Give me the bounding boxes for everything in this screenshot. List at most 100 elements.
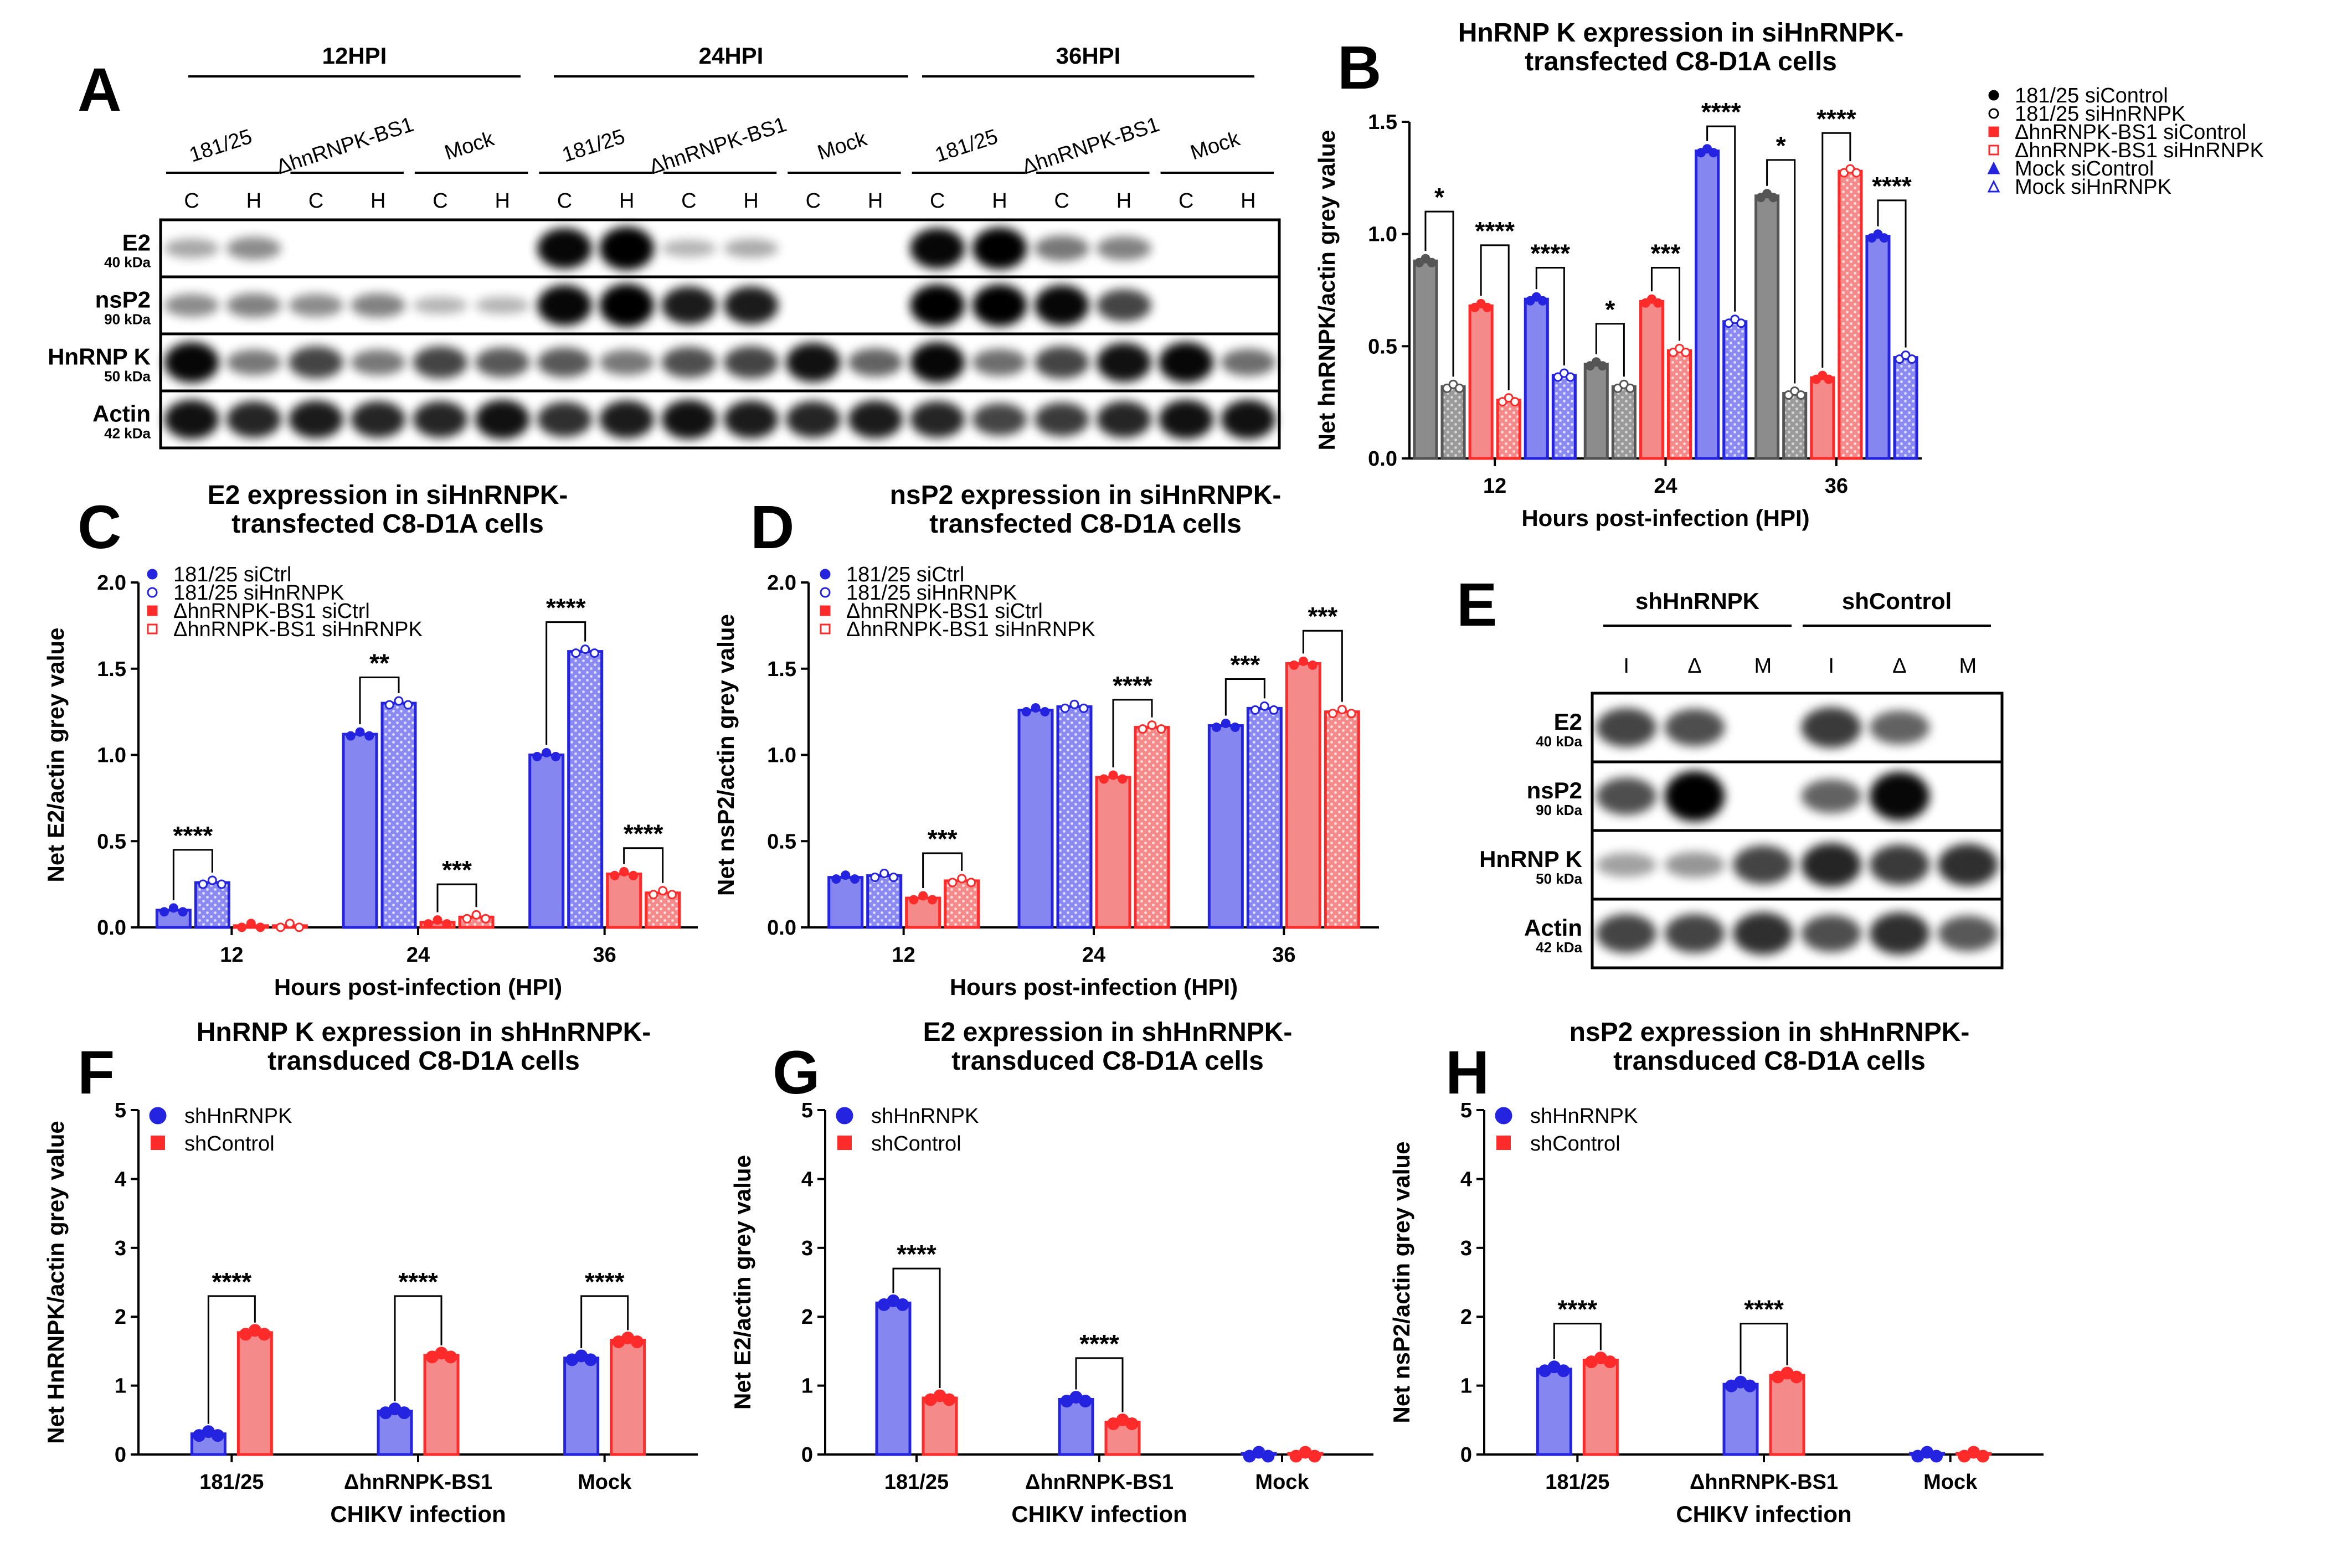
legend-marker-f (149, 1107, 167, 1125)
blot-band-a (723, 286, 779, 324)
data-point-d (1060, 703, 1070, 713)
data-point-c (423, 919, 433, 929)
blot-lane-label-e: M (1754, 654, 1772, 678)
bar-b (1551, 374, 1577, 460)
panel-letter-a: A (78, 56, 121, 124)
data-point-d (1147, 720, 1157, 730)
data-point-d (870, 873, 880, 883)
y-tick-label-b: 0.5 (1368, 335, 1397, 358)
data-point-b (1454, 383, 1464, 393)
y-tick-label-d: 2.0 (767, 571, 796, 595)
blot-band-a (785, 343, 841, 382)
legend-marker-h (1495, 1107, 1512, 1125)
data-point-d (1040, 707, 1050, 717)
x-tick-label-h: Mock (1923, 1471, 1978, 1494)
bar-d (1285, 662, 1321, 929)
data-point-b (1598, 361, 1608, 371)
data-point-f (398, 1406, 411, 1420)
blot-lane-label-a: H (1241, 189, 1255, 213)
blot-strip-a (159, 389, 1281, 450)
bar-c (528, 754, 565, 929)
blot-band-a (1097, 289, 1151, 322)
data-point-d (1221, 719, 1231, 729)
data-point-b (1768, 193, 1778, 203)
legend-marker-d (820, 623, 831, 635)
blot-lane-label-a: C (557, 189, 572, 213)
blot-band-a (972, 227, 1027, 270)
data-point-f (630, 1335, 644, 1348)
x-tick-label-c: 36 (593, 943, 616, 967)
data-point-d (1079, 703, 1089, 713)
data-point-h (1743, 1379, 1757, 1392)
significance-bracket-f (394, 1295, 442, 1401)
data-point-c (168, 903, 178, 913)
bar-d (827, 876, 864, 929)
blot-band-e (1801, 843, 1861, 887)
chart-d: nsP2 expression in siHnRNPK-transfected … (713, 481, 1379, 1000)
bar-b (1611, 385, 1637, 460)
blot-lane-label-a: C (184, 189, 199, 213)
x-axis-label-g: CHIKV infection (1011, 1501, 1187, 1527)
blot-band-a (661, 347, 717, 378)
blot-row-kda-e: 40 kDa (1536, 733, 1582, 750)
blot-band-e (1733, 912, 1793, 955)
data-point-f (444, 1350, 457, 1364)
blot-lane-label-a: H (992, 189, 1007, 213)
blot-lane-label-a: H (1116, 189, 1131, 213)
blot-row-label-a: E2 (122, 230, 151, 256)
bar-b (1440, 385, 1466, 460)
blot-lane-label-a: H (246, 189, 261, 213)
bar-h (1536, 1368, 1572, 1456)
blot-row-label-e: E2 (1554, 709, 1582, 735)
significance-bracket-c (172, 849, 213, 900)
data-point-b (1824, 374, 1834, 384)
significance-label-d: **** (1113, 671, 1152, 700)
blot-lane-label-e: I (1828, 654, 1834, 678)
x-axis-label-h: CHIKV infection (1676, 1501, 1851, 1527)
data-point-h (1557, 1364, 1570, 1378)
bar-f (563, 1356, 600, 1456)
bar-d (866, 874, 903, 929)
y-tick-label-g: 3 (801, 1237, 813, 1260)
chart-title-d: transfected C8-D1A cells (929, 509, 1242, 539)
data-point-c (255, 922, 265, 932)
blot-band-e (1733, 845, 1793, 885)
blot-band-a (723, 239, 779, 258)
y-tick-label-f: 4 (115, 1168, 126, 1191)
bar-d (1324, 710, 1360, 929)
significance-label-f: **** (212, 1267, 252, 1296)
blot-band-e (1664, 771, 1725, 822)
blot-band-a (910, 401, 965, 438)
data-point-c (285, 919, 295, 929)
blot-band-e (1869, 912, 1930, 955)
significance-label-b: * (1605, 295, 1615, 324)
legend-marker-g (837, 1136, 852, 1150)
significance-bracket-f (207, 1295, 256, 1424)
legend-label-c: ΔhnRNPK-BS1 siHnRNPK (173, 618, 423, 641)
bar-b (1695, 149, 1720, 460)
x-tick-label-b: 12 (1483, 474, 1506, 498)
legend-label-d: 181/25 siCtrl (846, 563, 964, 586)
blot-group-label-a: 181/25 (187, 125, 255, 167)
blot-band-a (1097, 343, 1151, 382)
blot-lane-label-a: C (433, 189, 447, 213)
y-tick-label-f: 0 (115, 1443, 126, 1467)
blot-band-e (1801, 779, 1861, 813)
data-point-b (1482, 302, 1492, 312)
blot-band-e (1938, 843, 1998, 886)
significance-bracket-h (1740, 1323, 1788, 1375)
x-tick-label-c: 12 (220, 943, 243, 967)
blot-band-a (972, 403, 1027, 436)
legend-label-h: shHnRNPK (1530, 1105, 1638, 1128)
significance-label-g: **** (897, 1240, 936, 1268)
data-point-f (211, 1429, 224, 1442)
legend-marker-d (820, 569, 831, 580)
data-point-c (610, 870, 620, 880)
blot-group-label-a: ΔhnRNPK-BS1 (1020, 113, 1162, 179)
data-point-c (649, 890, 658, 900)
blot-band-a (1159, 400, 1214, 439)
significance-label-f: **** (585, 1267, 625, 1296)
chart-f: HnRNP K expression in shHnRNPK-transduce… (43, 1018, 698, 1527)
blot-band-a (1034, 403, 1089, 436)
